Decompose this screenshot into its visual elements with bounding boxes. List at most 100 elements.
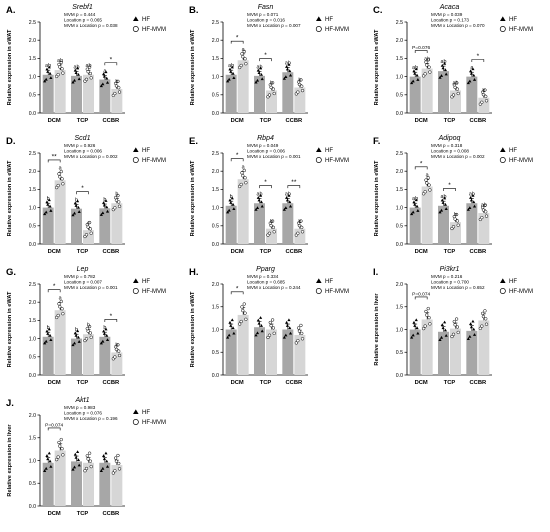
significance-marker: * <box>477 53 480 60</box>
data-point-hf <box>105 209 110 213</box>
panel-label: J. <box>6 398 14 409</box>
bar-hf <box>42 336 54 375</box>
data-point-hf <box>71 80 75 84</box>
data-point-hf <box>414 67 418 71</box>
data-point-hfmvm <box>85 222 89 227</box>
data-point-hf <box>282 335 286 339</box>
bar-hfmvm <box>83 74 94 113</box>
data-point-hfmvm <box>453 323 457 327</box>
data-point-hfmvm <box>117 204 122 208</box>
x-tick-label: CCBR <box>285 118 303 124</box>
data-point-hfmvm <box>243 176 247 180</box>
data-point-hfmvm <box>299 323 303 328</box>
chart-title: Acaca <box>439 4 460 11</box>
bar-hf <box>225 329 237 375</box>
data-point-hf <box>282 77 286 80</box>
significance-bracket <box>259 58 272 62</box>
group-letter: b <box>270 81 273 87</box>
data-point-hf <box>226 335 230 339</box>
group-letter: a <box>59 295 62 301</box>
data-point-hfmvm <box>484 210 488 214</box>
stat-line: MVM p = 0.071 <box>247 12 279 17</box>
data-point-hf <box>230 196 234 200</box>
data-point-hf <box>76 66 80 70</box>
legend-hf-marker <box>133 278 139 283</box>
bar-hfmvm <box>111 88 123 113</box>
y-tick-label: 0.0 <box>396 111 403 117</box>
y-tick-label: 0.0 <box>396 373 403 379</box>
significance-bracket <box>414 296 428 300</box>
x-tick-label: CCBR <box>469 118 487 124</box>
data-point-hfmvm <box>450 334 454 339</box>
data-point-hf <box>411 210 415 214</box>
data-point-hfmvm <box>60 177 64 181</box>
data-point-hfmvm <box>484 214 489 218</box>
data-point-hfmvm <box>58 175 62 179</box>
y-tick-label: 0.5 <box>29 481 36 487</box>
data-point-hf <box>102 457 107 461</box>
bar-hfmvm <box>421 186 433 244</box>
data-point-hf <box>472 73 476 77</box>
data-point-hfmvm <box>113 456 118 460</box>
data-point-hfmvm <box>242 49 246 54</box>
data-point-hf <box>47 327 51 331</box>
x-tick-label: DCM <box>48 118 61 124</box>
stat-line: MVM p = 0.039 <box>431 12 463 17</box>
data-point-hf <box>44 210 48 214</box>
data-point-hfmvm <box>56 455 60 459</box>
group-letter: a <box>426 173 429 179</box>
group-letter: b <box>298 219 301 225</box>
data-point-hf <box>48 204 52 208</box>
legend-hf-label: HF <box>509 148 517 154</box>
data-point-hfmvm <box>117 461 121 466</box>
data-point-hf <box>47 451 51 455</box>
bar-hfmvm <box>83 462 94 506</box>
legend-hfmvm-label: HF-MVM <box>325 158 349 164</box>
data-point-hfmvm <box>296 231 300 235</box>
data-point-hf <box>227 77 231 81</box>
data-point-hf <box>414 198 418 202</box>
y-tick-label: 0.0 <box>396 242 403 248</box>
data-point-hfmvm <box>423 324 427 328</box>
data-point-hf <box>439 208 444 212</box>
data-point-hf <box>443 196 447 200</box>
data-point-hf <box>256 196 260 199</box>
data-point-hf <box>105 333 109 337</box>
significance-bracket <box>259 185 272 189</box>
data-point-hf <box>76 450 80 454</box>
y-tick-label: 2.5 <box>29 20 36 26</box>
data-point-hfmvm <box>452 83 456 87</box>
chart-title: Srebf1 <box>72 4 93 11</box>
data-point-hf <box>72 78 77 82</box>
data-point-hfmvm <box>270 219 275 223</box>
bar-hfmvm <box>111 465 123 506</box>
data-point-hfmvm <box>55 457 59 462</box>
x-tick-label: TCP <box>77 249 89 255</box>
data-point-hf <box>416 78 420 81</box>
group-letter: b <box>230 194 233 200</box>
data-point-hf <box>45 67 49 71</box>
data-point-hfmvm <box>116 343 120 347</box>
data-point-hfmvm <box>480 324 484 328</box>
data-point-hfmvm <box>484 99 489 103</box>
group-letter: b <box>103 325 106 331</box>
data-point-hf <box>255 331 260 335</box>
legend-hfmvm-marker <box>499 157 506 163</box>
significance-bracket <box>47 159 61 163</box>
data-point-hfmvm <box>427 65 431 69</box>
y-tick-label: 2.5 <box>29 151 36 157</box>
data-point-hf <box>471 67 475 71</box>
data-point-hf <box>440 323 444 326</box>
stat-line: Location p = 0.076 <box>64 410 102 415</box>
data-point-hf <box>45 200 49 204</box>
y-tick-label: 0.0 <box>29 373 36 379</box>
data-point-hfmvm <box>300 230 305 234</box>
bar-hf <box>42 462 54 506</box>
x-tick-label: TCP <box>444 118 456 124</box>
data-point-hf <box>102 72 106 76</box>
x-tick-label: TCP <box>260 249 272 255</box>
data-point-hfmvm <box>87 65 92 69</box>
legend-hfmvm-marker <box>499 26 506 32</box>
